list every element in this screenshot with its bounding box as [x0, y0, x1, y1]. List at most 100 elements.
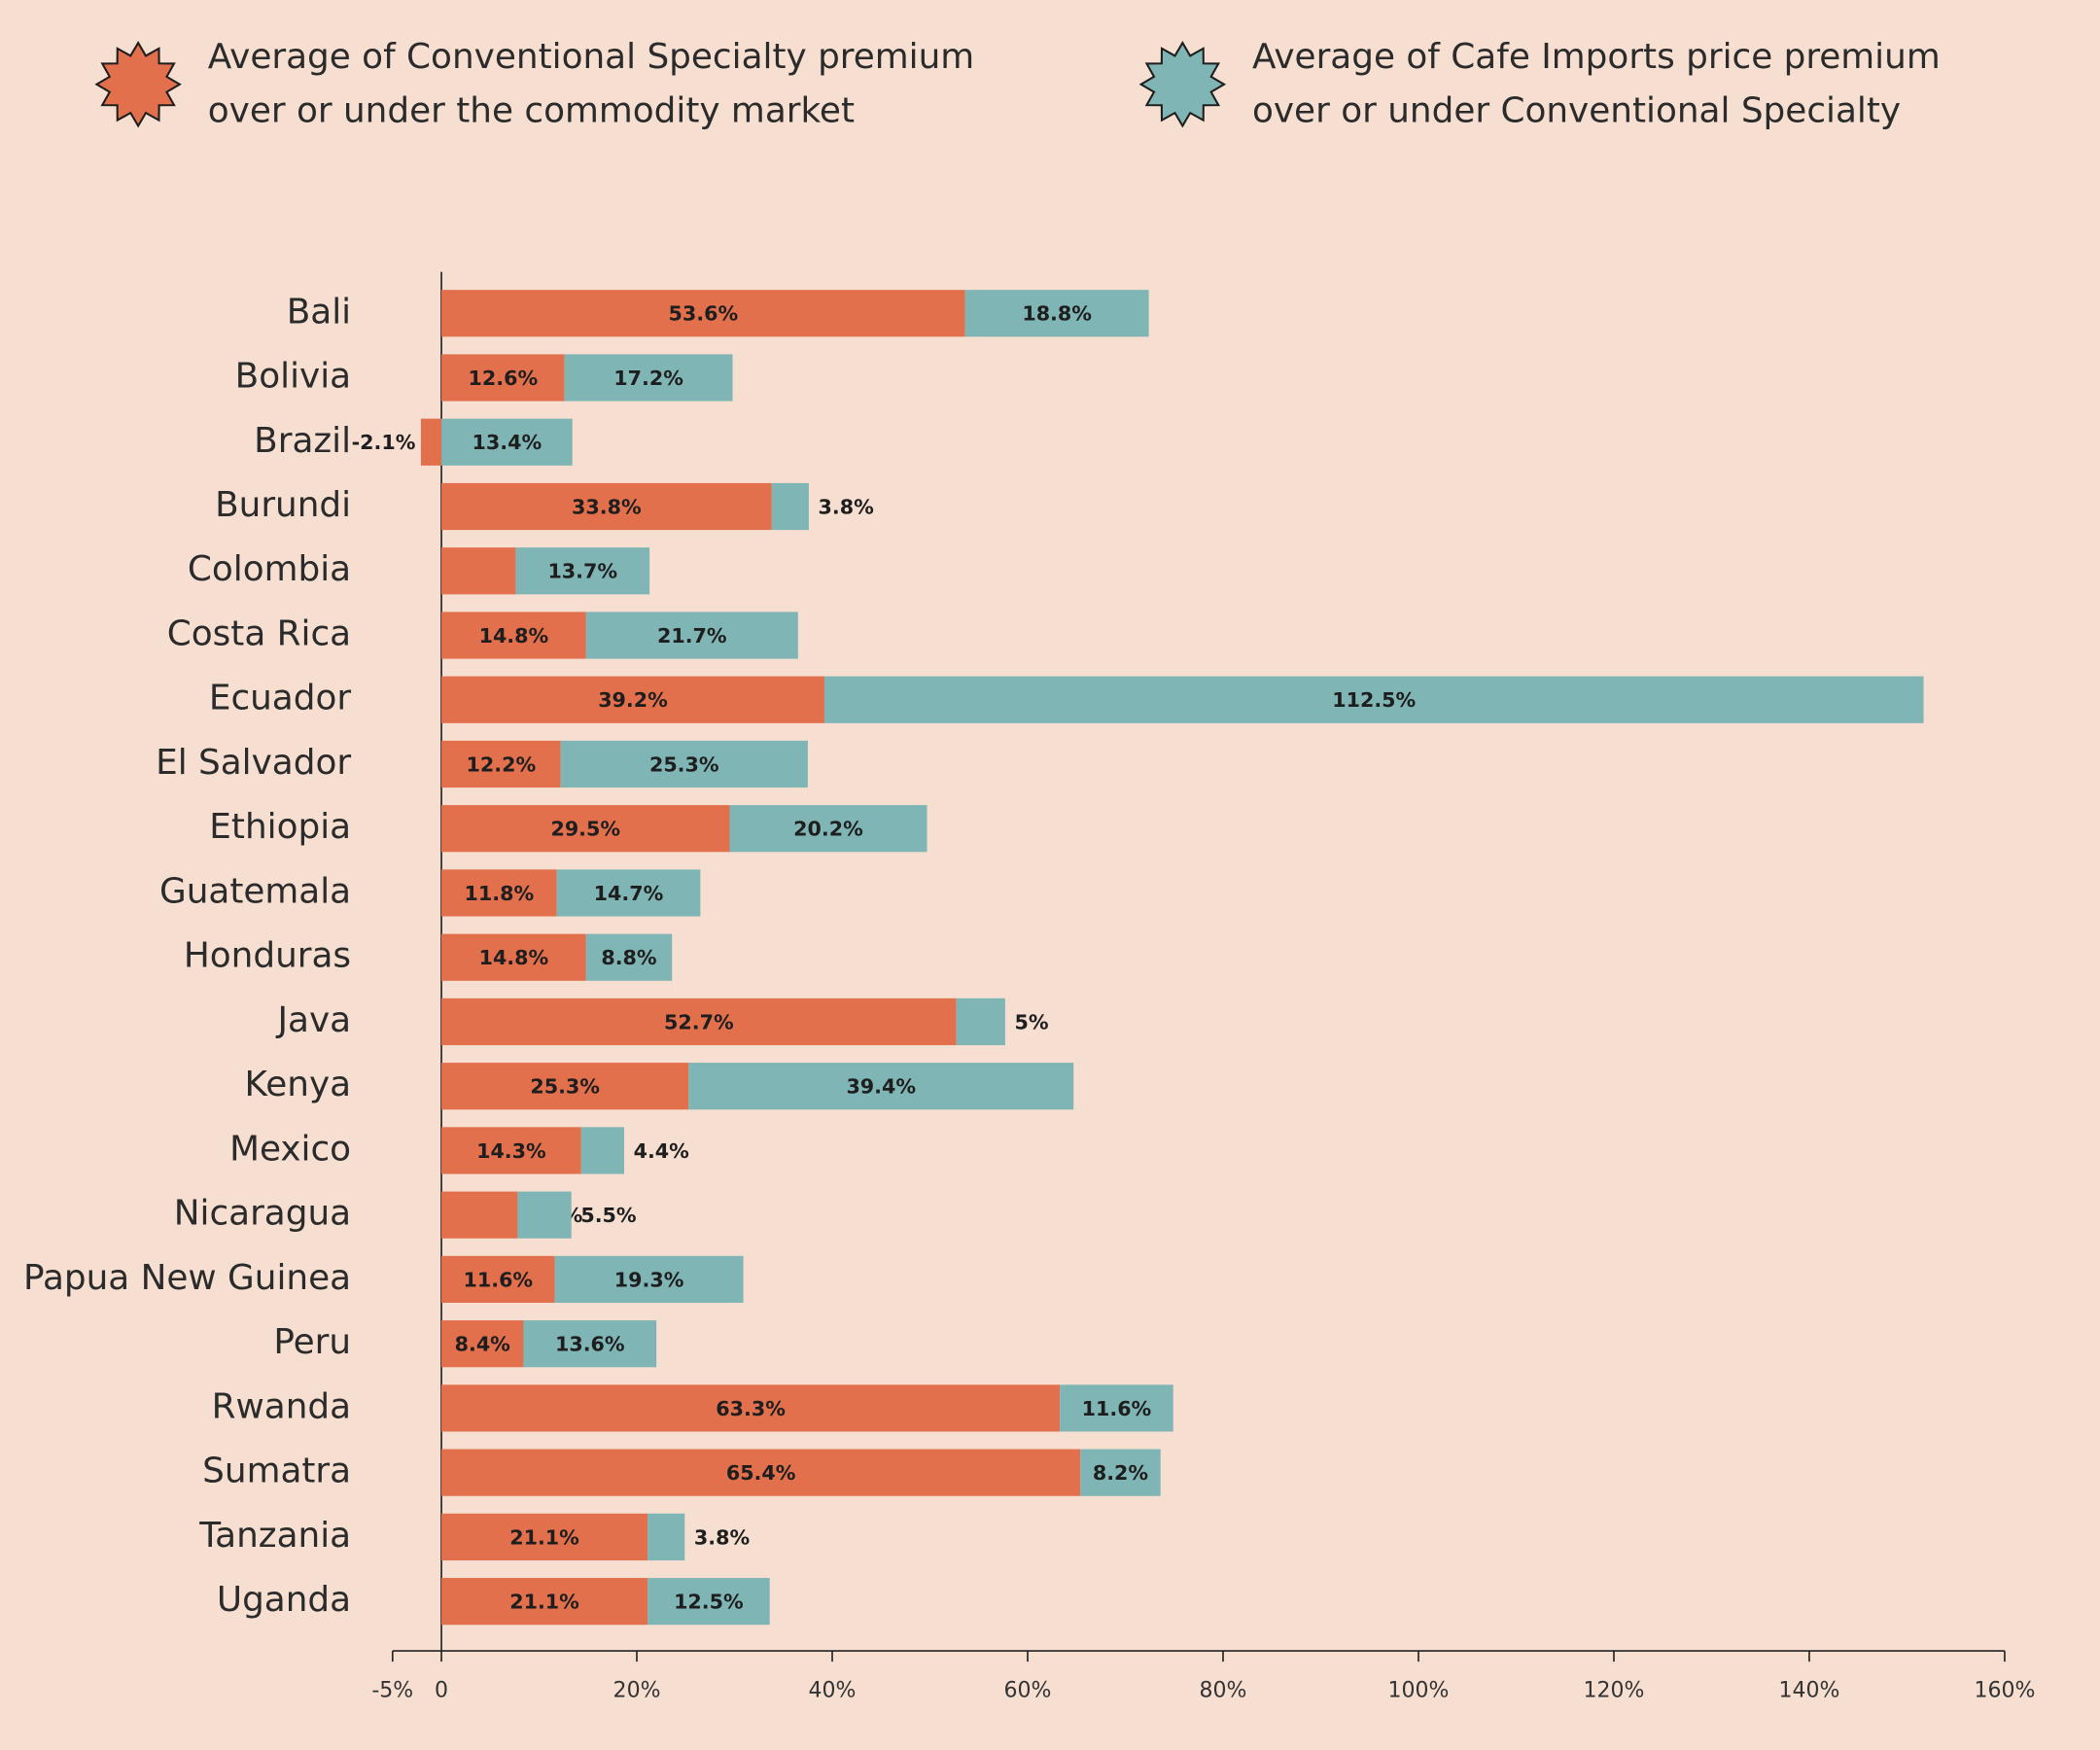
- data-label: 8.8%: [601, 946, 657, 969]
- bar: [441, 547, 516, 595]
- bar: [441, 418, 573, 466]
- y-tick-label: Burundi: [215, 485, 351, 525]
- data-label: 21.1%: [509, 1591, 579, 1614]
- bar: [554, 1255, 744, 1304]
- bar: [515, 547, 650, 595]
- bar: [441, 1063, 689, 1110]
- bar: [585, 612, 798, 659]
- data-label: 4.4%: [634, 1139, 690, 1163]
- y-tick-label: Mexico: [229, 1129, 351, 1169]
- bar: [441, 998, 957, 1046]
- bar: [1060, 1384, 1173, 1432]
- data-label: 19.3%: [614, 1268, 684, 1291]
- bar: [441, 1449, 1081, 1496]
- bar: [956, 998, 1005, 1046]
- bar: [441, 676, 824, 723]
- bar: [441, 1578, 648, 1626]
- y-tick-label: El Salvador: [156, 743, 351, 783]
- data-label: 21.1%: [509, 1525, 579, 1549]
- x-tick-label: 120%: [1583, 1678, 1644, 1702]
- y-tick-label: Costa Rica: [167, 613, 351, 653]
- y-tick-label: Sumatra: [202, 1452, 351, 1491]
- bar: [441, 869, 557, 917]
- legend-icon: [94, 41, 182, 128]
- bar: [823, 676, 1924, 723]
- data-label: 29.5%: [550, 818, 620, 841]
- bar: [580, 1127, 624, 1174]
- data-label: 12.2%: [467, 752, 537, 776]
- data-label: 11.6%: [464, 1268, 534, 1291]
- bar: [441, 1320, 524, 1368]
- y-tick-label: Tanzania: [198, 1516, 351, 1556]
- legend-entry: Average of Conventional Specialty premiu…: [207, 37, 975, 131]
- bar: [771, 482, 809, 531]
- y-tick-label: Papua New Guinea: [23, 1258, 351, 1298]
- y-tick-label: Uganda: [217, 1580, 351, 1620]
- x-tick-label: -5%: [371, 1678, 413, 1702]
- bar: [441, 740, 561, 788]
- data-label: 14.8%: [479, 624, 549, 648]
- bar: [441, 482, 772, 531]
- y-tick-label: Colombia: [188, 549, 351, 589]
- bar: [648, 1578, 770, 1626]
- data-label: 39.2%: [598, 688, 668, 712]
- data-label: 112.5%: [1332, 688, 1416, 712]
- bar: [1080, 1449, 1161, 1496]
- data-label: 5%: [1015, 1010, 1049, 1033]
- bar: [556, 869, 701, 917]
- x-tick-label: 160%: [1974, 1678, 2035, 1702]
- x-tick-label: 0: [435, 1678, 448, 1702]
- bar: [688, 1063, 1074, 1110]
- data-label: 13.6%: [555, 1333, 625, 1356]
- bar: [441, 612, 586, 659]
- bar: [523, 1320, 657, 1368]
- data-label: 17.2%: [613, 367, 683, 390]
- legend-label: Average of Conventional Specialty premiu…: [207, 37, 975, 131]
- x-tick-label: 60%: [1004, 1678, 1052, 1702]
- bar: [560, 740, 808, 788]
- bar: [441, 1513, 648, 1560]
- bar: [729, 805, 928, 853]
- x-tick-label: 100%: [1388, 1678, 1450, 1702]
- y-tick-label: Bali: [287, 292, 351, 332]
- y-tick-label: Ethiopia: [209, 807, 351, 847]
- legend-icon: [1138, 41, 1227, 128]
- y-tick-label: Honduras: [184, 936, 351, 976]
- bar: [441, 805, 730, 853]
- data-label: 18.8%: [1022, 302, 1092, 326]
- y-tick-label: Brazil: [254, 421, 351, 461]
- bar: [441, 1384, 1061, 1432]
- data-label: 33.8%: [572, 495, 642, 518]
- data-label: 8.4%: [455, 1333, 511, 1356]
- data-label: 14.7%: [594, 882, 664, 905]
- data-label: 11.6%: [1082, 1397, 1152, 1420]
- data-label: 14.8%: [479, 946, 549, 969]
- data-label: 3.8%: [819, 495, 875, 518]
- data-label: 63.3%: [716, 1397, 786, 1420]
- data-label: 52.7%: [664, 1010, 734, 1033]
- data-label: 65.4%: [726, 1461, 796, 1485]
- y-tick-label: Guatemala: [159, 871, 351, 911]
- data-label: 21.7%: [657, 624, 727, 648]
- data-label: 25.3%: [649, 752, 719, 776]
- x-tick-label: 80%: [1200, 1678, 1247, 1702]
- data-label: -2.1%: [352, 431, 416, 454]
- y-tick-label: Bolivia: [235, 357, 351, 397]
- bar: [441, 290, 965, 337]
- x-tick-label: 40%: [809, 1678, 857, 1702]
- data-label: 25.3%: [530, 1075, 600, 1099]
- y-tick-label: Rwanda: [212, 1386, 351, 1426]
- y-tick-label: Peru: [273, 1322, 351, 1362]
- bar: [517, 1191, 572, 1239]
- data-label: 12.6%: [469, 367, 539, 390]
- data-label: 13.7%: [547, 560, 617, 583]
- x-tick-label: 20%: [613, 1678, 661, 1702]
- data-label: 12.5%: [674, 1591, 744, 1614]
- data-label: 53.6%: [669, 302, 739, 326]
- legend-label: Average of Cafe Imports price premium ov…: [1251, 37, 1941, 131]
- data-label: 5.5%: [580, 1204, 637, 1227]
- legend-entry: Average of Cafe Imports price premium ov…: [1251, 37, 1941, 131]
- y-tick-label: Ecuador: [209, 679, 352, 718]
- data-label: 20.2%: [793, 818, 863, 841]
- bar: [585, 933, 673, 981]
